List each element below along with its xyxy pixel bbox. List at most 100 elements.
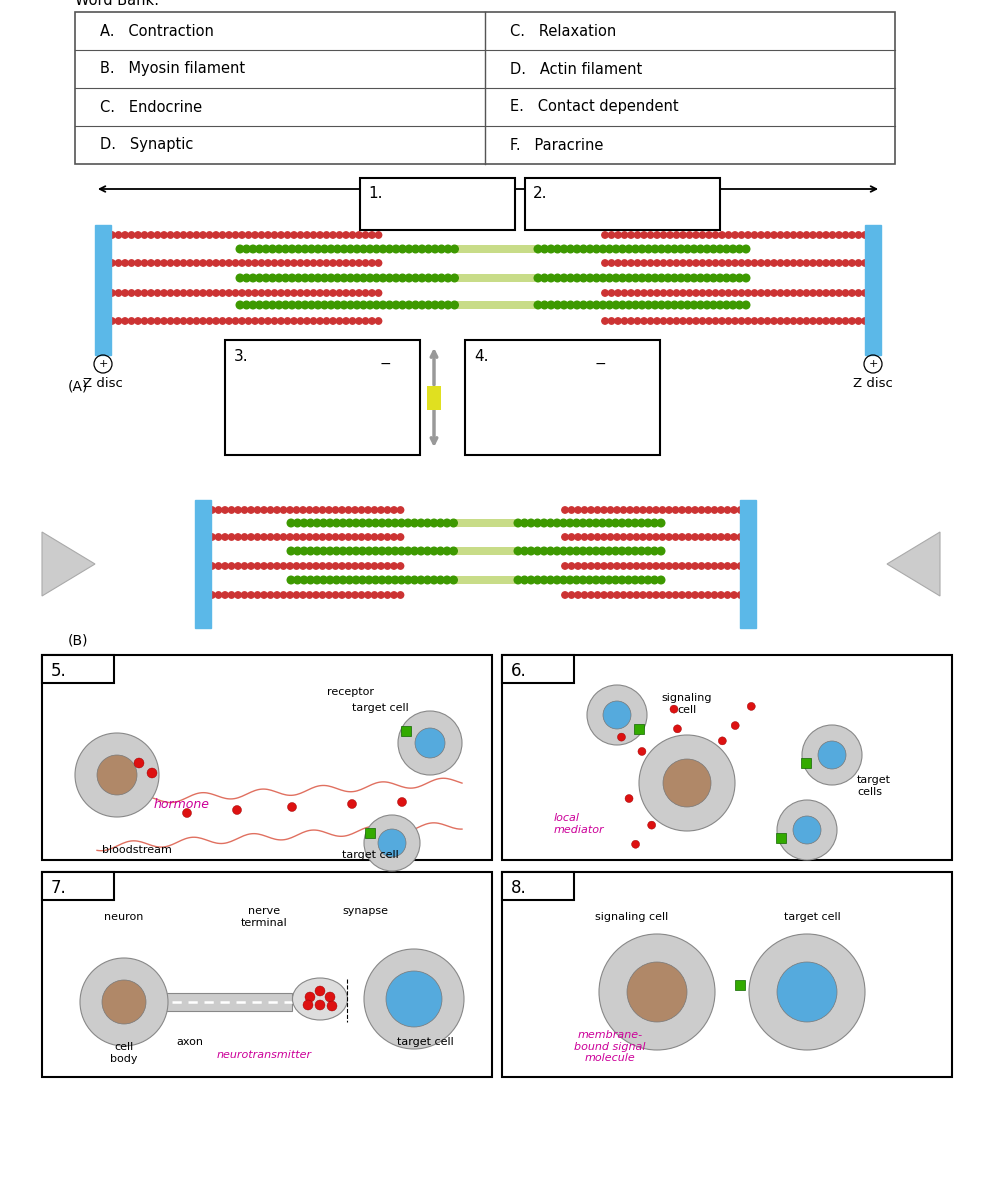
Circle shape: [580, 274, 588, 282]
Circle shape: [849, 318, 855, 324]
Circle shape: [704, 534, 711, 540]
Circle shape: [398, 274, 406, 282]
Circle shape: [777, 259, 784, 266]
Circle shape: [784, 318, 791, 324]
Circle shape: [594, 534, 600, 540]
Circle shape: [639, 245, 645, 253]
Circle shape: [222, 506, 229, 514]
Circle shape: [628, 289, 634, 296]
Circle shape: [605, 576, 613, 583]
Circle shape: [653, 259, 660, 266]
Circle shape: [664, 301, 672, 308]
Bar: [427, 385, 441, 409]
Circle shape: [692, 563, 698, 569]
Text: −: −: [594, 358, 606, 371]
Circle shape: [412, 274, 419, 282]
Circle shape: [431, 520, 438, 527]
Circle shape: [209, 563, 215, 569]
Circle shape: [161, 289, 167, 296]
Circle shape: [116, 289, 122, 296]
Circle shape: [234, 534, 241, 540]
Circle shape: [397, 520, 405, 527]
Circle shape: [278, 318, 284, 324]
Circle shape: [612, 301, 620, 308]
Circle shape: [843, 318, 849, 324]
Bar: [455, 547, 515, 554]
Circle shape: [638, 547, 645, 554]
Circle shape: [615, 318, 621, 324]
Circle shape: [704, 563, 711, 569]
Bar: [455, 274, 535, 282]
Circle shape: [369, 259, 375, 266]
Circle shape: [234, 506, 241, 514]
Circle shape: [286, 592, 293, 599]
Circle shape: [320, 576, 328, 583]
Circle shape: [411, 576, 418, 583]
Circle shape: [444, 274, 452, 282]
Circle shape: [582, 592, 588, 599]
Circle shape: [618, 576, 626, 583]
Circle shape: [560, 274, 568, 282]
Text: C.   Endocrine: C. Endocrine: [100, 100, 202, 114]
Circle shape: [664, 274, 672, 282]
Bar: [225, 340, 420, 455]
Circle shape: [712, 232, 719, 238]
Circle shape: [297, 289, 304, 296]
Circle shape: [562, 563, 568, 569]
Circle shape: [168, 259, 174, 266]
Circle shape: [353, 301, 361, 308]
Circle shape: [308, 301, 315, 308]
Circle shape: [345, 547, 353, 554]
Circle shape: [791, 232, 797, 238]
Circle shape: [359, 520, 366, 527]
Text: target cell: target cell: [352, 703, 409, 713]
Circle shape: [764, 289, 771, 296]
Circle shape: [339, 547, 347, 554]
Circle shape: [287, 803, 296, 811]
Circle shape: [373, 301, 381, 308]
Circle shape: [802, 725, 862, 785]
Circle shape: [757, 232, 764, 238]
Circle shape: [645, 245, 652, 253]
Circle shape: [638, 748, 645, 756]
Circle shape: [376, 289, 382, 296]
Circle shape: [278, 232, 284, 238]
Circle shape: [252, 289, 258, 296]
Circle shape: [306, 506, 313, 514]
Circle shape: [709, 245, 717, 253]
Circle shape: [687, 259, 693, 266]
Circle shape: [425, 274, 433, 282]
Circle shape: [129, 259, 134, 266]
Circle shape: [855, 259, 861, 266]
Circle shape: [336, 289, 342, 296]
Circle shape: [134, 758, 144, 768]
Bar: [502, 872, 574, 900]
Circle shape: [347, 799, 356, 809]
Circle shape: [418, 274, 426, 282]
Circle shape: [605, 547, 613, 554]
Circle shape: [274, 563, 281, 569]
Circle shape: [346, 301, 354, 308]
Circle shape: [376, 232, 382, 238]
Circle shape: [608, 259, 615, 266]
Circle shape: [603, 701, 631, 728]
Circle shape: [392, 274, 400, 282]
Circle shape: [358, 592, 365, 599]
Circle shape: [605, 301, 613, 308]
Circle shape: [672, 563, 679, 569]
Circle shape: [385, 547, 392, 554]
Circle shape: [174, 318, 181, 324]
Circle shape: [321, 245, 329, 253]
Circle shape: [607, 534, 614, 540]
Circle shape: [290, 259, 297, 266]
Circle shape: [650, 547, 658, 554]
Bar: [455, 301, 535, 308]
Circle shape: [560, 245, 568, 253]
Circle shape: [336, 318, 342, 324]
Circle shape: [627, 563, 633, 569]
Circle shape: [274, 534, 281, 540]
Circle shape: [186, 259, 193, 266]
Circle shape: [209, 592, 215, 599]
Circle shape: [620, 592, 627, 599]
Circle shape: [641, 259, 647, 266]
